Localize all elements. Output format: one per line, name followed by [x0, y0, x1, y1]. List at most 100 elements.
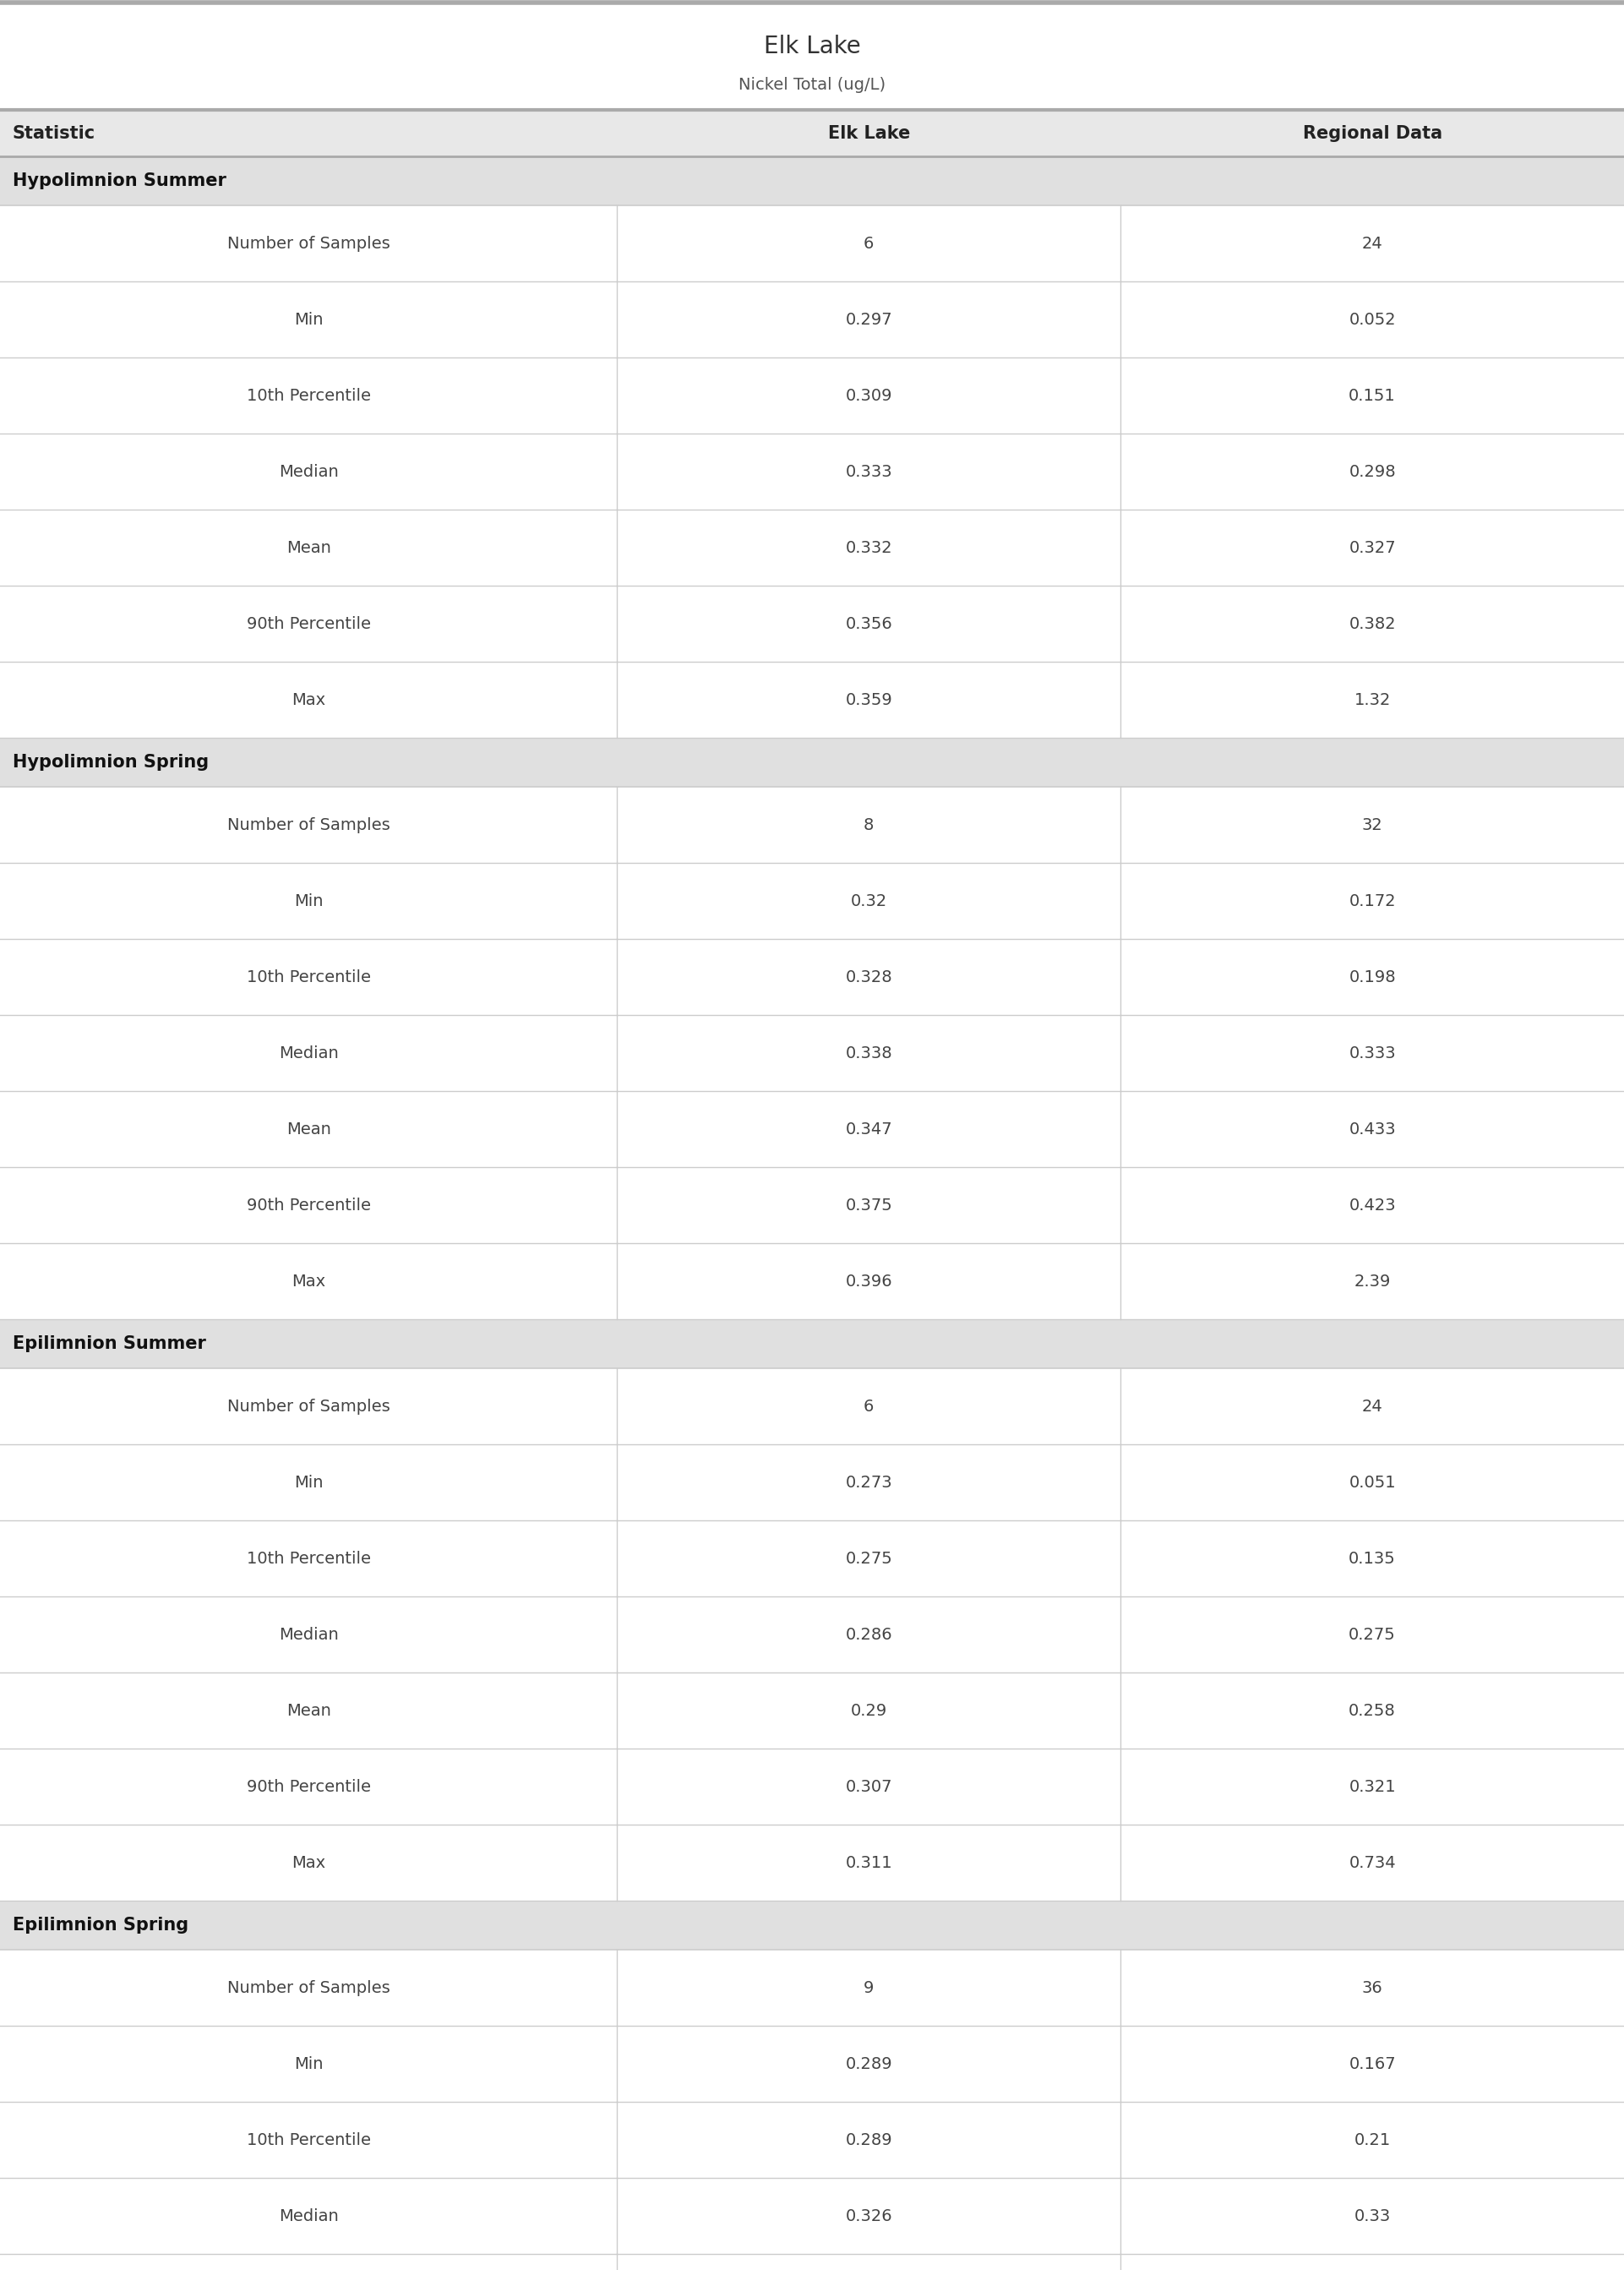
Bar — [0, 1444, 1624, 1521]
Text: Hypolimnion Spring: Hypolimnion Spring — [13, 754, 209, 772]
Text: 24: 24 — [1363, 236, 1382, 252]
Text: 0.32: 0.32 — [851, 892, 887, 908]
Text: Number of Samples: Number of Samples — [227, 1979, 390, 1995]
Text: 90th Percentile: 90th Percentile — [247, 615, 370, 631]
Text: Median: Median — [279, 2209, 338, 2225]
Text: 2.39: 2.39 — [1354, 1273, 1390, 1289]
Text: 0.356: 0.356 — [844, 615, 893, 631]
Text: 0.327: 0.327 — [1350, 540, 1395, 556]
Text: 0.333: 0.333 — [846, 463, 892, 479]
Text: 0.396: 0.396 — [846, 1273, 892, 1289]
Text: Min: Min — [294, 311, 323, 327]
Bar — [0, 586, 1624, 663]
Text: 0.135: 0.135 — [1348, 1550, 1397, 1566]
Text: 0.321: 0.321 — [1350, 1780, 1395, 1796]
Text: 9: 9 — [864, 1979, 874, 1995]
Bar — [0, 1015, 1624, 1092]
Text: Mean: Mean — [286, 1702, 331, 1718]
Text: Mean: Mean — [286, 540, 331, 556]
Bar — [0, 1900, 1624, 1950]
Text: 0.347: 0.347 — [846, 1121, 892, 1137]
Text: 0.289: 0.289 — [846, 2057, 892, 2073]
Text: Min: Min — [294, 892, 323, 908]
Text: 10th Percentile: 10th Percentile — [247, 969, 370, 985]
Text: 90th Percentile: 90th Percentile — [247, 1196, 370, 1212]
Bar — [0, 1825, 1624, 1900]
Text: 32: 32 — [1363, 817, 1382, 833]
Text: Epilimnion Summer: Epilimnion Summer — [13, 1335, 206, 1353]
Bar — [0, 281, 1624, 356]
Bar — [0, 356, 1624, 434]
Text: 36: 36 — [1363, 1979, 1382, 1995]
Text: Median: Median — [279, 463, 338, 479]
Bar — [0, 109, 1624, 157]
Text: 0.326: 0.326 — [846, 2209, 892, 2225]
Text: 0.198: 0.198 — [1350, 969, 1395, 985]
Bar — [0, 1596, 1624, 1673]
Bar — [0, 157, 1624, 204]
Text: 10th Percentile: 10th Percentile — [247, 2132, 370, 2147]
Bar — [0, 1673, 1624, 1748]
Text: 0.375: 0.375 — [844, 1196, 893, 1212]
Text: Max: Max — [292, 1273, 325, 1289]
Text: Elk Lake: Elk Lake — [828, 125, 909, 141]
Text: Min: Min — [294, 2057, 323, 2073]
Text: 10th Percentile: 10th Percentile — [247, 1550, 370, 1566]
Bar — [0, 508, 1624, 586]
Text: 0.21: 0.21 — [1354, 2132, 1390, 2147]
Text: 6: 6 — [864, 236, 874, 252]
Text: Statistic: Statistic — [13, 125, 96, 141]
Text: Elk Lake: Elk Lake — [763, 34, 861, 59]
Text: 0.298: 0.298 — [1350, 463, 1395, 479]
Text: 1.32: 1.32 — [1354, 692, 1390, 708]
Text: 0.734: 0.734 — [1350, 1855, 1395, 1870]
Text: 0.338: 0.338 — [846, 1044, 892, 1060]
Text: 0.309: 0.309 — [846, 388, 892, 404]
Text: 0.328: 0.328 — [846, 969, 892, 985]
Bar — [0, 434, 1624, 508]
Bar — [0, 2254, 1624, 2270]
Text: 0.151: 0.151 — [1348, 388, 1397, 404]
Text: Mean: Mean — [286, 1121, 331, 1137]
Text: 0.433: 0.433 — [1350, 1121, 1395, 1137]
Text: 0.172: 0.172 — [1350, 892, 1395, 908]
Text: Epilimnion Spring: Epilimnion Spring — [13, 1916, 188, 1934]
Text: 0.332: 0.332 — [846, 540, 892, 556]
Text: 0.297: 0.297 — [846, 311, 892, 327]
Bar — [0, 1244, 1624, 1319]
Bar — [0, 1369, 1624, 1444]
Text: 0.275: 0.275 — [844, 1550, 893, 1566]
Text: 0.273: 0.273 — [846, 1473, 892, 1491]
Text: 0.258: 0.258 — [1348, 1702, 1397, 1718]
Bar — [0, 2025, 1624, 2102]
Text: Regional Data: Regional Data — [1302, 125, 1442, 141]
Text: 8: 8 — [864, 817, 874, 833]
Text: 0.286: 0.286 — [846, 1625, 892, 1643]
Text: 6: 6 — [864, 1398, 874, 1414]
Text: 0.167: 0.167 — [1350, 2057, 1395, 2073]
Text: Number of Samples: Number of Samples — [227, 236, 390, 252]
Text: 0.333: 0.333 — [1350, 1044, 1395, 1060]
Text: 0.307: 0.307 — [846, 1780, 892, 1796]
Text: 0.359: 0.359 — [844, 692, 893, 708]
Text: 0.29: 0.29 — [851, 1702, 887, 1718]
Text: Hypolimnion Summer: Hypolimnion Summer — [13, 173, 226, 188]
Bar — [0, 788, 1624, 863]
Text: 24: 24 — [1363, 1398, 1382, 1414]
Bar — [0, 863, 1624, 940]
Bar — [0, 1167, 1624, 1244]
Text: 90th Percentile: 90th Percentile — [247, 1780, 370, 1796]
Bar — [0, 2177, 1624, 2254]
Text: 0.051: 0.051 — [1350, 1473, 1395, 1491]
Bar — [0, 1092, 1624, 1167]
Text: Max: Max — [292, 692, 325, 708]
Text: 0.311: 0.311 — [846, 1855, 892, 1870]
Text: Min: Min — [294, 1473, 323, 1491]
Text: Max: Max — [292, 1855, 325, 1870]
Bar — [0, 940, 1624, 1015]
Text: Median: Median — [279, 1625, 338, 1643]
Bar — [0, 1748, 1624, 1825]
Text: Number of Samples: Number of Samples — [227, 817, 390, 833]
Text: 10th Percentile: 10th Percentile — [247, 388, 370, 404]
Text: 0.289: 0.289 — [846, 2132, 892, 2147]
